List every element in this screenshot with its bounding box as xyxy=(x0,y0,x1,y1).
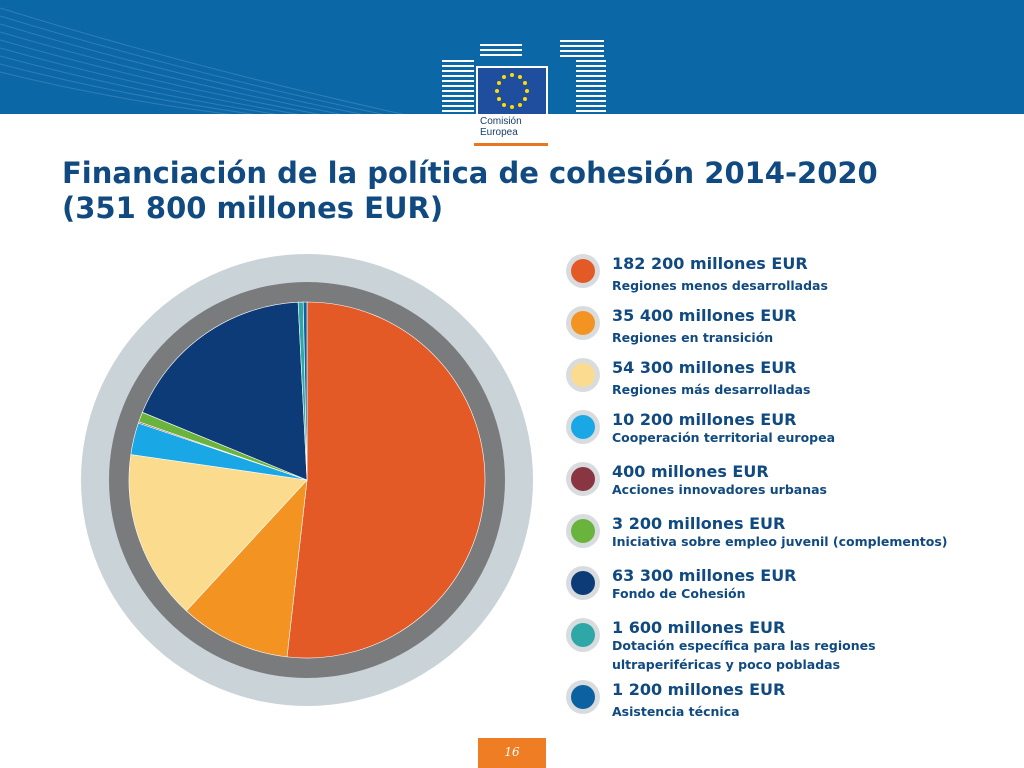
legend-item-regiones-en-transicion: 35 400 millones EUR Regiones en transici… xyxy=(566,304,1006,356)
legend-label: Regiones más desarrolladas xyxy=(612,382,811,397)
legend-item-fondo-cohesion: 63 300 millones EUR Fondo de Cohesión xyxy=(566,564,1006,616)
legend-amount: 1 200 millones EUR xyxy=(612,680,786,699)
pie-slice-1 xyxy=(185,479,308,658)
legend-amount: 3 200 millones EUR xyxy=(612,514,786,533)
legend-swatch xyxy=(571,259,595,283)
commission-name-block: Comisión Europea xyxy=(474,114,548,144)
legend-amount: 35 400 millones EUR xyxy=(612,306,797,325)
pie-slice-0 xyxy=(286,301,486,659)
cohesion-pie-chart xyxy=(81,254,533,706)
legend-amount: 63 300 millones EUR xyxy=(612,566,797,585)
commission-name: Comisión Europea xyxy=(480,116,522,138)
legend-swatch xyxy=(571,685,595,709)
legend-swatch xyxy=(571,571,595,595)
legend-dot xyxy=(566,462,600,496)
legend-amount: 54 300 millones EUR xyxy=(612,358,797,377)
pie-slices xyxy=(128,301,486,659)
legend-dot xyxy=(566,680,600,714)
header-stripes-decoration xyxy=(0,7,405,114)
legend-amount: 1 600 millones EUR xyxy=(612,618,786,637)
legend-item-regiones-mas-desarrolladas: 54 300 millones EUR Regiones más desarro… xyxy=(566,356,1006,408)
legend-swatch xyxy=(571,519,595,543)
page-number-box: 16 xyxy=(478,738,546,768)
commission-underline xyxy=(474,143,548,146)
legend-dot xyxy=(566,254,600,288)
legend-label: Cooperación territorial europea xyxy=(612,430,836,445)
legend-label: Dotación específica para las regiones ul… xyxy=(612,638,876,672)
berlaymont-building-icon xyxy=(442,40,606,114)
legend-amount: 182 200 millones EUR xyxy=(612,254,808,273)
pie-slice-2 xyxy=(128,454,308,612)
legend-label: Fondo de Cohesión xyxy=(612,586,746,601)
slide-title: Financiación de la política de cohesión … xyxy=(62,156,942,226)
legend-item-cooperacion-territorial: 10 200 millones EUR Cooperación territor… xyxy=(566,408,1006,460)
legend-swatch xyxy=(571,363,595,387)
legend-dot xyxy=(566,410,600,444)
legend-swatch xyxy=(571,623,595,647)
legend-amount: 10 200 millones EUR xyxy=(612,410,797,429)
legend-label: Asistencia técnica xyxy=(612,704,740,719)
legend-swatch xyxy=(571,467,595,491)
slide-title-line-2: (351 800 millones EUR) xyxy=(62,191,444,225)
pie-slice-8 xyxy=(302,301,308,481)
legend-label: Regiones en transición xyxy=(612,330,774,345)
legend-dot xyxy=(566,566,600,600)
legend-item-asistencia-tecnica: 1 200 millones EUR Asistencia técnica xyxy=(566,678,1006,730)
legend-swatch xyxy=(571,311,595,335)
legend-amount: 400 millones EUR xyxy=(612,462,769,481)
legend-item-acciones-innovadoras: 400 millones EUR Acciones innovadores ur… xyxy=(566,460,1006,512)
page-number: 16 xyxy=(504,745,520,759)
pie-slice-6 xyxy=(141,301,308,481)
legend-item-dotacion-especifica: 1 600 millones EUR Dotación específica p… xyxy=(566,616,1006,678)
legend-dot xyxy=(566,514,600,548)
legend-dot xyxy=(566,618,600,652)
european-commission-logo xyxy=(440,30,610,148)
legend-label: Acciones innovadores urbanas xyxy=(612,482,827,497)
legend-item-regiones-menos-desarrolladas: 182 200 millones EUR Regiones menos desa… xyxy=(566,252,1006,304)
legend-label: Regiones menos desarrolladas xyxy=(612,278,828,293)
slide-title-line-1: Financiación de la política de cohesión … xyxy=(62,156,878,190)
legend-item-empleo-juvenil: 3 200 millones EUR Iniciativa sobre empl… xyxy=(566,512,1006,564)
legend-label: Iniciativa sobre empleo juvenil (complem… xyxy=(612,534,948,549)
legend-dot xyxy=(566,358,600,392)
legend-dot xyxy=(566,306,600,340)
legend-swatch xyxy=(571,415,595,439)
